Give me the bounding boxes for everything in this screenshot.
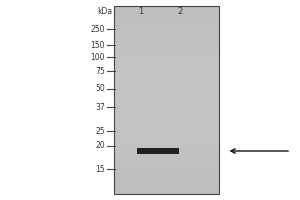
Text: 2: 2 xyxy=(177,7,183,16)
Bar xyxy=(114,156,219,160)
Text: 100: 100 xyxy=(91,52,105,62)
Bar xyxy=(114,21,219,25)
Bar xyxy=(114,111,219,115)
Bar xyxy=(114,149,219,153)
Bar xyxy=(114,85,219,89)
Bar xyxy=(114,36,219,40)
Bar xyxy=(114,62,219,66)
Bar xyxy=(114,130,219,134)
Bar xyxy=(114,115,219,119)
Bar xyxy=(114,134,219,138)
Bar xyxy=(114,100,219,104)
Text: 75: 75 xyxy=(95,66,105,75)
Bar xyxy=(114,51,219,55)
Text: 50: 50 xyxy=(95,84,105,93)
Text: 25: 25 xyxy=(95,127,105,136)
Bar xyxy=(114,81,219,85)
Text: 15: 15 xyxy=(95,164,105,173)
Bar xyxy=(114,70,219,74)
Text: 150: 150 xyxy=(91,40,105,49)
Bar xyxy=(114,55,219,59)
Bar xyxy=(114,92,219,96)
Bar xyxy=(114,6,219,194)
Bar xyxy=(114,25,219,29)
Bar xyxy=(114,138,219,141)
Bar xyxy=(114,47,219,51)
Text: kDa: kDa xyxy=(98,7,112,16)
Bar xyxy=(114,96,219,100)
Bar xyxy=(114,141,219,145)
Bar xyxy=(114,153,219,156)
Text: 20: 20 xyxy=(95,142,105,150)
Bar xyxy=(114,10,219,14)
Bar xyxy=(114,190,219,194)
Bar xyxy=(114,40,219,44)
Bar xyxy=(114,77,219,81)
Bar xyxy=(114,74,219,77)
Bar xyxy=(114,104,219,108)
Bar xyxy=(114,59,219,62)
Bar xyxy=(114,119,219,123)
Bar xyxy=(114,123,219,126)
Text: 37: 37 xyxy=(95,102,105,112)
Bar xyxy=(114,14,219,17)
Bar xyxy=(114,44,219,47)
Bar xyxy=(114,186,219,190)
Bar xyxy=(114,89,219,92)
Bar xyxy=(114,145,219,149)
Bar xyxy=(114,179,219,183)
Bar xyxy=(114,164,219,168)
Bar xyxy=(114,126,219,130)
Bar xyxy=(114,168,219,171)
Bar xyxy=(114,32,219,36)
Bar xyxy=(114,160,219,164)
Bar xyxy=(114,183,219,186)
Bar xyxy=(114,108,219,111)
Bar xyxy=(114,6,219,10)
Bar xyxy=(114,171,219,175)
Text: 1: 1 xyxy=(138,7,144,16)
Bar xyxy=(136,148,178,154)
Bar xyxy=(114,66,219,70)
Bar xyxy=(114,17,219,21)
Bar xyxy=(114,175,219,179)
Bar xyxy=(114,29,219,32)
Text: 250: 250 xyxy=(91,24,105,33)
